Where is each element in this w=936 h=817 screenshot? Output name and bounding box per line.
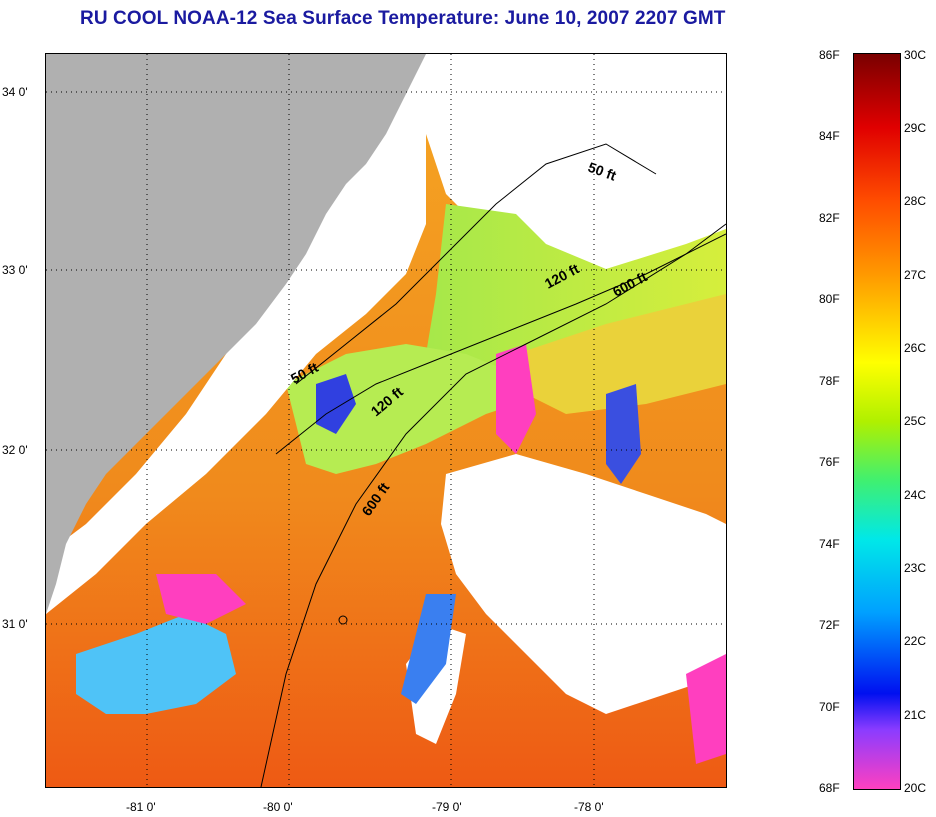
map-title: RU COOL NOAA-12 Sea Surface Temperature:…	[80, 8, 726, 29]
land	[46, 54, 426, 614]
isobath-600ft	[260, 223, 726, 787]
blue-patch-1	[316, 374, 356, 434]
cb-c-26: 26C	[904, 341, 927, 355]
cb-f-78: 78F	[819, 374, 840, 388]
lon-label-81: -81 0'	[126, 800, 156, 814]
cb-f-68: 68F	[819, 781, 840, 795]
cb-f-86: 86F	[819, 48, 840, 62]
buoy-marker	[338, 615, 348, 625]
cb-c-25: 25C	[904, 414, 927, 428]
cb-c-21: 21C	[904, 708, 927, 722]
blue-patch-2	[606, 384, 641, 484]
magenta-patch-2	[496, 344, 536, 454]
colorbar	[853, 53, 901, 790]
lon-label-78: -78 0'	[574, 800, 604, 814]
cb-c-29: 29C	[904, 121, 927, 135]
cb-c-20: 20C	[904, 781, 927, 795]
magenta-patch-3	[686, 654, 726, 764]
lat-label-32: 32 0'	[2, 443, 28, 457]
cb-c-30: 30C	[904, 48, 927, 62]
magenta-patch-1	[156, 574, 246, 624]
lat-label-34: 34 0'	[2, 85, 28, 99]
cb-f-74: 74F	[819, 537, 840, 551]
colorbar-gradient	[854, 54, 900, 789]
cb-f-76: 76F	[819, 455, 840, 469]
cb-f-82: 82F	[819, 211, 840, 225]
isobath-120ft	[275, 233, 726, 455]
lon-label-79: -79 0'	[432, 800, 462, 814]
cb-f-84: 84F	[819, 129, 840, 143]
cloud-north	[406, 54, 726, 274]
lon-label-80: -80 0'	[263, 800, 293, 814]
sst-map-canvas: 50 ft 120 ft 600 ft 50 ft 120 ft 600 ft	[46, 54, 726, 787]
cb-c-24: 24C	[904, 488, 927, 502]
cb-f-72: 72F	[819, 618, 840, 632]
cool-water-south	[76, 614, 236, 714]
cb-c-27: 27C	[904, 268, 927, 282]
cb-c-22: 22C	[904, 634, 927, 648]
cb-f-80: 80F	[819, 292, 840, 306]
isobath-50ft	[295, 143, 657, 385]
lat-label-33: 33 0'	[2, 263, 28, 277]
cb-c-28: 28C	[904, 194, 927, 208]
blue-patch-3	[401, 594, 456, 704]
cloud-offshore	[441, 454, 726, 714]
coastal-white	[46, 54, 426, 614]
cb-c-23: 23C	[904, 561, 927, 575]
lat-label-31: 31 0'	[2, 617, 28, 631]
yellow-offshore	[516, 294, 726, 414]
sst-map[interactable]: 50 ft 120 ft 600 ft 50 ft 120 ft 600 ft	[45, 53, 727, 788]
cb-f-70: 70F	[819, 700, 840, 714]
